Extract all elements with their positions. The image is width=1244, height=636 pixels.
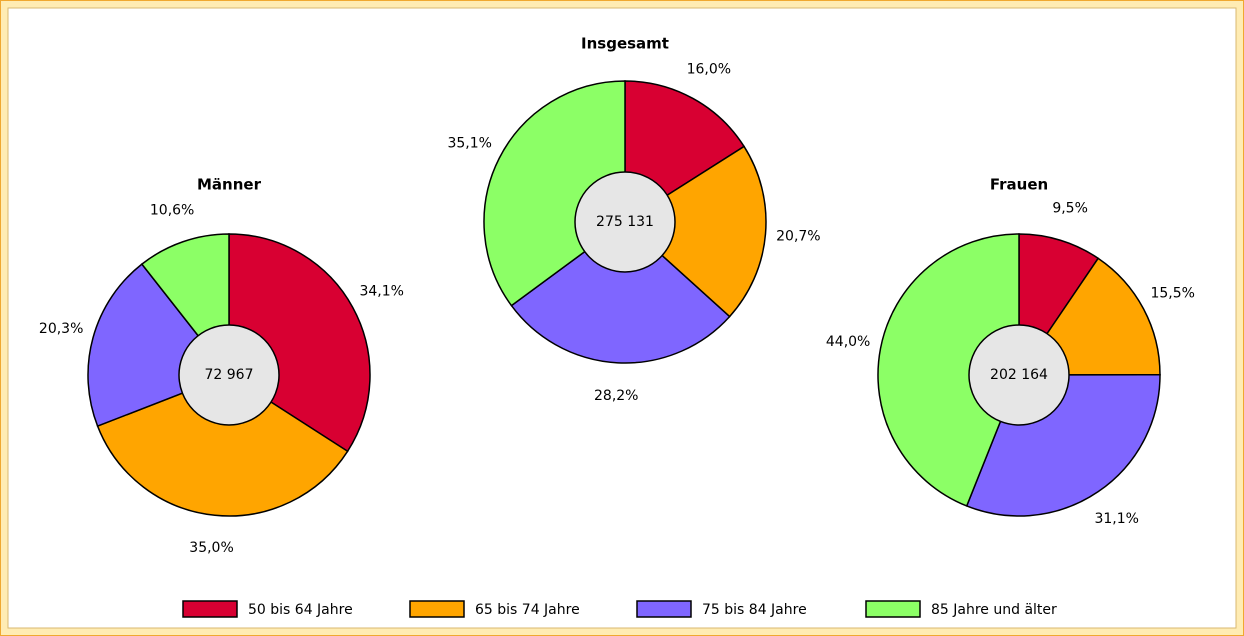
legend-label: 75 bis 84 Jahre — [702, 602, 807, 618]
value-label: 15,5% — [1150, 285, 1194, 301]
value-label: 10,6% — [150, 203, 194, 219]
legend-swatch — [636, 600, 692, 618]
legend-swatch — [182, 600, 238, 618]
pie-slice — [96, 374, 349, 517]
value-label: 35,0% — [189, 540, 233, 556]
total-label: 275 131 — [596, 214, 654, 230]
total-label: 72 967 — [205, 367, 254, 383]
chart-title: Insgesamt — [581, 35, 669, 53]
legend-label: 85 Jahre und älter — [931, 602, 1057, 618]
value-label: 31,1% — [1094, 511, 1138, 527]
value-label: 16,0% — [687, 62, 731, 78]
pie-slice — [483, 80, 626, 307]
legend-swatch — [865, 600, 921, 618]
legend-label: 50 bis 64 Jahre — [248, 602, 353, 618]
value-label: 9,5% — [1052, 201, 1088, 217]
legend-label: 65 bis 74 Jahre — [475, 602, 580, 618]
center-circle — [178, 324, 280, 426]
chart-title: Frauen — [990, 176, 1048, 194]
center-circle — [574, 171, 676, 273]
pie-slice — [877, 233, 1020, 507]
value-label: 28,2% — [594, 388, 638, 404]
value-label: 20,7% — [776, 229, 820, 245]
value-label: 35,1% — [447, 135, 491, 151]
center-circle — [968, 324, 1070, 426]
value-label: 20,3% — [39, 321, 83, 337]
pie-slice — [510, 221, 731, 364]
value-label: 34,1% — [359, 284, 403, 300]
total-label: 202 164 — [990, 367, 1048, 383]
chart-title: Männer — [197, 176, 262, 194]
legend-swatch — [409, 600, 465, 618]
pie-slice — [623, 145, 767, 318]
value-label: 44,0% — [826, 334, 870, 350]
